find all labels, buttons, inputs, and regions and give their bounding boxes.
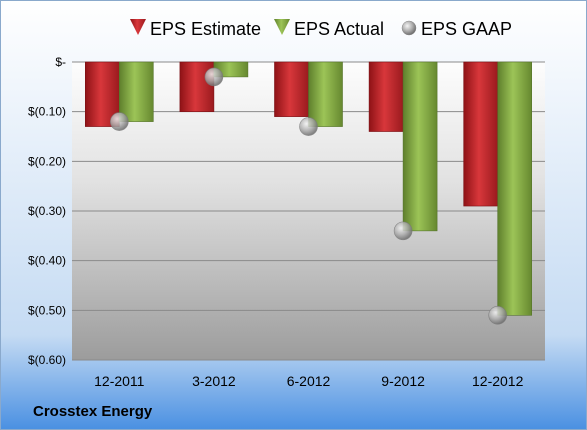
legend-item-gaap: EPS GAAP <box>401 19 512 39</box>
point-eps-gaap <box>299 117 318 136</box>
x-tick-label: 3-2012 <box>192 373 236 389</box>
x-tick-label: 12-2011 <box>94 373 145 389</box>
legend-swatch-actual <box>274 19 290 35</box>
y-axis-ticks: $- $(0.10) $(0.20) $(0.30) $(0.40) $(0.50) $(0… <box>28 55 66 367</box>
point-eps-gaap <box>393 221 413 241</box>
bar-eps-actual <box>119 61 154 122</box>
y-tick-label: $(0.50) <box>28 303 66 317</box>
legend-label-estimate: EPS Estimate <box>150 19 261 39</box>
x-tick-label: 9-2012 <box>381 373 425 389</box>
legend: EPS Estimate EPS Actual EPS GAAP <box>130 19 512 39</box>
bar-eps-estimate <box>463 61 499 207</box>
legend-item-actual: EPS Actual <box>274 19 384 39</box>
y-tick-label: $(0.20) <box>28 154 66 168</box>
legend-label-actual: EPS Actual <box>294 19 384 39</box>
legend-swatch-gaap <box>401 20 417 36</box>
bar-eps-actual <box>497 61 533 316</box>
company-name: Crosstex Energy <box>33 403 153 420</box>
legend-swatch-estimate <box>130 19 146 35</box>
x-tick-label: 12-2012 <box>472 373 524 389</box>
point-eps-gaap <box>204 67 224 87</box>
point-eps-gaap <box>110 112 129 131</box>
y-tick-label: $(0.10) <box>28 105 66 119</box>
x-tick-label: 6-2012 <box>287 373 331 389</box>
legend-item-estimate: EPS Estimate <box>130 19 261 39</box>
y-tick-label: $(0.60) <box>28 353 66 367</box>
bar-eps-actual <box>402 61 438 232</box>
y-tick-label: $(0.40) <box>28 254 66 268</box>
bar-eps-actual <box>308 61 343 127</box>
bar-eps-estimate <box>274 61 309 117</box>
point-eps-gaap <box>488 305 508 325</box>
x-axis-ticks: 12-2011 3-2012 6-2012 9-2012 12-2012 <box>94 373 523 389</box>
gaap-points <box>110 67 508 325</box>
y-tick-label: $(0.30) <box>28 204 66 218</box>
y-tick-label: $- <box>55 55 66 69</box>
bar-eps-estimate <box>368 61 404 132</box>
legend-label-gaap: EPS GAAP <box>421 19 512 39</box>
